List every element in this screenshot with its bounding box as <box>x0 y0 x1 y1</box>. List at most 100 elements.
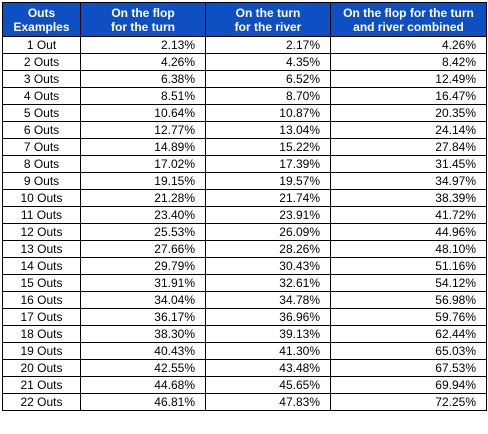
outs-cell: 3 Outs <box>2 70 81 88</box>
turn-for-river-cell: 41.30% <box>205 342 331 360</box>
turn-for-river-cell: 13.04% <box>205 121 331 139</box>
table-row: 12 Outs 25.53% 26.09% 44.96% <box>2 223 487 241</box>
outs-cell: 2 Outs <box>2 53 81 71</box>
combined-cell: 38.39% <box>330 189 487 207</box>
outs-cell: 11 Outs <box>2 206 81 224</box>
table-row: 9 Outs 19.15% 19.57% 34.97% <box>2 172 487 190</box>
flop-for-turn-cell: 25.53% <box>80 223 206 241</box>
turn-for-river-cell: 23.91% <box>205 206 331 224</box>
turn-for-river-cell: 43.48% <box>205 359 331 377</box>
table-row: 18 Outs 38.30% 39.13% 62.44% <box>2 325 487 343</box>
outs-odds-table: Outs Examples On the flop for the turn O… <box>2 2 487 411</box>
combined-cell: 34.97% <box>330 172 487 190</box>
turn-for-river-cell: 45.65% <box>205 376 331 394</box>
header-combined: On the flop for the turn and river combi… <box>330 2 487 37</box>
combined-cell: 31.45% <box>330 155 487 173</box>
flop-for-turn-cell: 14.89% <box>80 138 206 156</box>
outs-cell: 18 Outs <box>2 325 81 343</box>
table-row: 4 Outs 8.51% 8.70% 16.47% <box>2 87 487 105</box>
table-row: 10 Outs 21.28% 21.74% 38.39% <box>2 189 487 207</box>
turn-for-river-cell: 17.39% <box>205 155 331 173</box>
combined-cell: 24.14% <box>330 121 487 139</box>
header-label: On the turn <box>235 5 301 20</box>
combined-cell: 59.76% <box>330 308 487 326</box>
turn-for-river-cell: 39.13% <box>205 325 331 343</box>
header-turn-for-river: On the turn for the river <box>205 2 331 37</box>
combined-cell: 16.47% <box>330 87 487 105</box>
combined-cell: 8.42% <box>330 53 487 71</box>
flop-for-turn-cell: 4.26% <box>80 53 206 71</box>
header-label: for the turn <box>111 19 175 34</box>
header-label: Outs <box>27 5 56 20</box>
turn-for-river-cell: 34.78% <box>205 291 331 309</box>
combined-cell: 12.49% <box>330 70 487 88</box>
header-flop-for-turn: On the flop for the turn <box>80 2 206 37</box>
table-row: 5 Outs 10.64% 10.87% 20.35% <box>2 104 487 122</box>
turn-for-river-cell: 21.74% <box>205 189 331 207</box>
combined-cell: 41.72% <box>330 206 487 224</box>
combined-cell: 67.53% <box>330 359 487 377</box>
flop-for-turn-cell: 42.55% <box>80 359 206 377</box>
flop-for-turn-cell: 19.15% <box>80 172 206 190</box>
turn-for-river-cell: 6.52% <box>205 70 331 88</box>
flop-for-turn-cell: 44.68% <box>80 376 206 394</box>
turn-for-river-cell: 8.70% <box>205 87 331 105</box>
turn-for-river-cell: 36.96% <box>205 308 331 326</box>
flop-for-turn-cell: 27.66% <box>80 240 206 258</box>
turn-for-river-cell: 15.22% <box>205 138 331 156</box>
outs-cell: 1 Out <box>2 36 81 54</box>
outs-cell: 15 Outs <box>2 274 81 292</box>
combined-cell: 51.16% <box>330 257 487 275</box>
turn-for-river-cell: 30.43% <box>205 257 331 275</box>
header-row: Outs Examples On the flop for the turn O… <box>2 2 487 37</box>
turn-for-river-cell: 28.26% <box>205 240 331 258</box>
turn-for-river-cell: 47.83% <box>205 393 331 411</box>
table-row: 8 Outs 17.02% 17.39% 31.45% <box>2 155 487 173</box>
flop-for-turn-cell: 40.43% <box>80 342 206 360</box>
turn-for-river-cell: 26.09% <box>205 223 331 241</box>
outs-cell: 12 Outs <box>2 223 81 241</box>
outs-cell: 10 Outs <box>2 189 81 207</box>
outs-cell: 4 Outs <box>2 87 81 105</box>
flop-for-turn-cell: 2.13% <box>80 36 206 54</box>
flop-for-turn-cell: 38.30% <box>80 325 206 343</box>
turn-for-river-cell: 4.35% <box>205 53 331 71</box>
flop-for-turn-cell: 12.77% <box>80 121 206 139</box>
flop-for-turn-cell: 17.02% <box>80 155 206 173</box>
table-row: 6 Outs 12.77% 13.04% 24.14% <box>2 121 487 139</box>
table-row: 19 Outs 40.43% 41.30% 65.03% <box>2 342 487 360</box>
outs-cell: 21 Outs <box>2 376 81 394</box>
table-row: 15 Outs 31.91% 32.61% 54.12% <box>2 274 487 292</box>
header-label: On the flop for the turn <box>343 5 474 20</box>
flop-for-turn-cell: 23.40% <box>80 206 206 224</box>
table-row: 22 Outs 46.81% 47.83% 72.25% <box>2 393 487 411</box>
outs-cell: 5 Outs <box>2 104 81 122</box>
combined-cell: 72.25% <box>330 393 487 411</box>
table-body: 1 Out 2.13% 2.17% 4.26% 2 Outs 4.26% 4.35% 8.42… <box>2 36 487 411</box>
combined-cell: 27.84% <box>330 138 487 156</box>
flop-for-turn-cell: 46.81% <box>80 393 206 411</box>
combined-cell: 48.10% <box>330 240 487 258</box>
header-label: and river combined <box>353 19 464 34</box>
outs-cell: 6 Outs <box>2 121 81 139</box>
header-outs-examples: Outs Examples <box>2 2 81 37</box>
table-row: 13 Outs 27.66% 28.26% 48.10% <box>2 240 487 258</box>
table-row: 17 Outs 36.17% 36.96% 59.76% <box>2 308 487 326</box>
outs-cell: 13 Outs <box>2 240 81 258</box>
flop-for-turn-cell: 8.51% <box>80 87 206 105</box>
header-label: On the flop <box>111 5 175 20</box>
turn-for-river-cell: 19.57% <box>205 172 331 190</box>
combined-cell: 56.98% <box>330 291 487 309</box>
header-label: Examples <box>13 19 70 34</box>
combined-cell: 69.94% <box>330 376 487 394</box>
combined-cell: 4.26% <box>330 36 487 54</box>
flop-for-turn-cell: 34.04% <box>80 291 206 309</box>
combined-cell: 54.12% <box>330 274 487 292</box>
turn-for-river-cell: 2.17% <box>205 36 331 54</box>
combined-cell: 65.03% <box>330 342 487 360</box>
outs-cell: 8 Outs <box>2 155 81 173</box>
table-row: 20 Outs 42.55% 43.48% 67.53% <box>2 359 487 377</box>
flop-for-turn-cell: 10.64% <box>80 104 206 122</box>
flop-for-turn-cell: 31.91% <box>80 274 206 292</box>
combined-cell: 62.44% <box>330 325 487 343</box>
